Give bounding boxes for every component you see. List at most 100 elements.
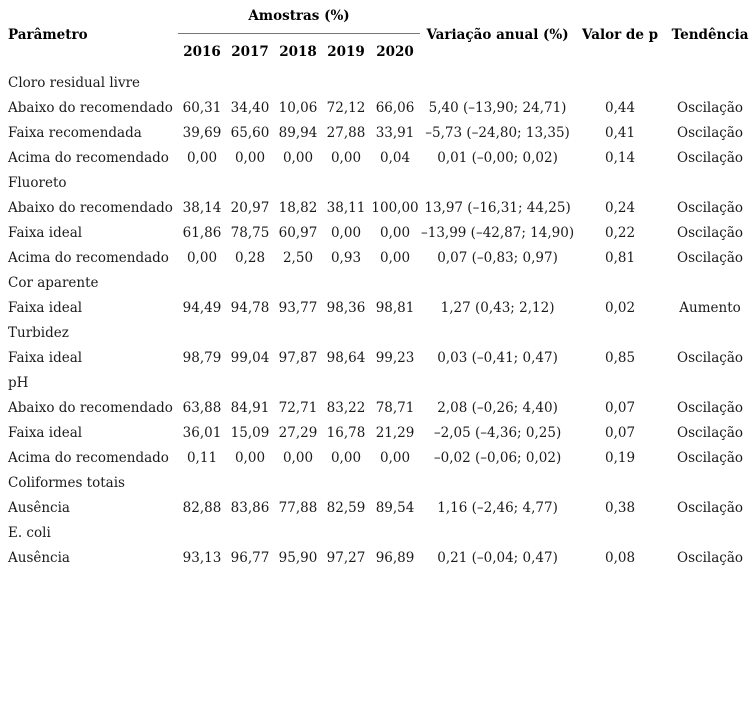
row-label: Abaixo do recomendado (8, 99, 173, 116)
year-value: 96,89 (375, 549, 415, 566)
section-label: Coliformes totais (8, 474, 125, 491)
col-header-year-2016: 2016 (183, 43, 221, 60)
col-header-valor-de-p: Valor de p (581, 27, 659, 43)
col-header-year-2018: 2018 (279, 43, 317, 60)
table-row: Acima do recomendado 0,11 0,00 0,00 0,00 0,00… (0, 445, 755, 470)
year-value: 72,12 (326, 99, 366, 116)
tendencia-value: Oscilação (677, 249, 744, 266)
tendencia-value: Oscilação (677, 199, 744, 216)
col-header-variacao-anual: Variação anual (%) (426, 27, 569, 43)
p-value: 0,08 (605, 549, 636, 566)
year-value: 0,00 (282, 449, 314, 466)
p-value: 0,85 (605, 349, 636, 366)
year-value: 16,78 (326, 424, 366, 441)
variacao-value: 5,40 (–13,90; 24,71) (428, 99, 567, 116)
section-row: Coliformes totais (0, 470, 755, 495)
year-value: 99,23 (375, 349, 415, 366)
year-value: 83,22 (326, 399, 366, 416)
year-value: 78,71 (375, 399, 415, 416)
col-header-year-2020: 2020 (376, 43, 414, 60)
row-label: Faixa ideal (8, 299, 83, 316)
year-value: 89,94 (278, 124, 318, 141)
tendencia-value: Oscilação (677, 424, 744, 441)
p-value: 0,81 (605, 249, 636, 266)
year-value: 84,91 (230, 399, 270, 416)
year-value: 0,00 (379, 224, 411, 241)
table-row: Abaixo do recomendado 63,88 84,91 72,71 83,2… (0, 395, 755, 420)
year-value: 63,88 (182, 399, 222, 416)
year-value: 97,27 (326, 549, 366, 566)
year-value: 98,36 (326, 299, 366, 316)
year-value: 72,71 (278, 399, 318, 416)
row-label: Acima do recomendado (8, 249, 169, 266)
table-body: Cloro residual livre Abaixo do recomendad… (0, 70, 755, 570)
p-value: 0,07 (605, 424, 636, 441)
table-row: Faixa ideal 98,79 99,04 97,87 98,64 99,23 0,03… (0, 345, 755, 370)
tendencia-value: Aumento (679, 299, 741, 316)
variacao-value: 1,16 (–2,46; 4,77) (437, 499, 558, 516)
tendencia-value: Oscilação (677, 99, 744, 116)
row-label: Abaixo do recomendado (8, 199, 173, 216)
year-value: 60,31 (182, 99, 222, 116)
year-value: 27,88 (326, 124, 366, 141)
year-value: 82,59 (326, 499, 366, 516)
variacao-value: 1,27 (0,43; 2,12) (440, 299, 555, 316)
year-value: 36,01 (182, 424, 222, 441)
row-label: Ausência (8, 499, 70, 516)
year-value: 0,00 (379, 449, 411, 466)
table-row: Abaixo do recomendado 38,14 20,97 18,82 38,1… (0, 195, 755, 220)
year-value: 0,00 (330, 449, 362, 466)
year-value: 89,54 (375, 499, 415, 516)
p-value: 0,02 (605, 299, 636, 316)
year-value: 100,00 (371, 199, 419, 216)
section-row: Turbidez (0, 320, 755, 345)
year-value: 0,11 (186, 449, 218, 466)
variacao-value: 0,21 (–0,04; 0,47) (437, 549, 558, 566)
p-value: 0,14 (605, 149, 636, 166)
year-value: 0,00 (186, 149, 218, 166)
year-value: 10,06 (278, 99, 318, 116)
variacao-value: –0,02 (–0,06; 0,02) (433, 449, 562, 466)
year-value: 38,11 (326, 199, 366, 216)
section-label: Cloro residual livre (8, 74, 141, 91)
year-value: 21,29 (375, 424, 415, 441)
year-value: 15,09 (230, 424, 270, 441)
variacao-value: 0,03 (–0,41; 0,47) (437, 349, 558, 366)
table-row: Faixa ideal 61,86 78,75 60,97 0,00 0,00 –13,99… (0, 220, 755, 245)
section-row: Cloro residual livre (0, 70, 755, 95)
year-value: 0,00 (330, 224, 362, 241)
table-row: Ausência 93,13 96,77 95,90 97,27 96,89 0,21 (–… (0, 545, 755, 570)
tendencia-value: Oscilação (677, 224, 744, 241)
tendencia-value: Oscilação (677, 399, 744, 416)
year-value: 98,64 (326, 349, 366, 366)
year-value: 82,88 (182, 499, 222, 516)
row-label: Acima do recomendado (8, 149, 169, 166)
variacao-value: 13,97 (–16,31; 44,25) (424, 199, 571, 216)
row-label: Ausência (8, 549, 70, 566)
col-header-amostras: Amostras (%) (178, 0, 421, 34)
variacao-value: 0,01 (–0,00; 0,02) (437, 149, 558, 166)
year-value: 98,81 (375, 299, 415, 316)
table-row: Acima do recomendado 0,00 0,00 0,00 0,00 0,04… (0, 145, 755, 170)
section-row: Cor aparente (0, 270, 755, 295)
variacao-value: –2,05 (–4,36; 0,25) (433, 424, 562, 441)
table-row: Faixa ideal 36,01 15,09 27,29 16,78 21,29 –2,0… (0, 420, 755, 445)
year-value: 0,00 (330, 149, 362, 166)
year-value: 77,88 (278, 499, 318, 516)
year-value: 0,00 (282, 149, 314, 166)
year-value: 95,90 (278, 549, 318, 566)
tendencia-value: Oscilação (677, 349, 744, 366)
row-label: Abaixo do recomendado (8, 399, 173, 416)
year-value: 98,79 (182, 349, 222, 366)
year-value: 38,14 (182, 199, 222, 216)
year-value: 66,06 (375, 99, 415, 116)
year-value: 94,78 (230, 299, 270, 316)
section-row: pH (0, 370, 755, 395)
row-label: Faixa ideal (8, 424, 83, 441)
section-row: Fluoreto (0, 170, 755, 195)
tendencia-value: Oscilação (677, 449, 744, 466)
row-label: Faixa ideal (8, 349, 83, 366)
year-value: 83,86 (230, 499, 270, 516)
year-value: 78,75 (230, 224, 270, 241)
